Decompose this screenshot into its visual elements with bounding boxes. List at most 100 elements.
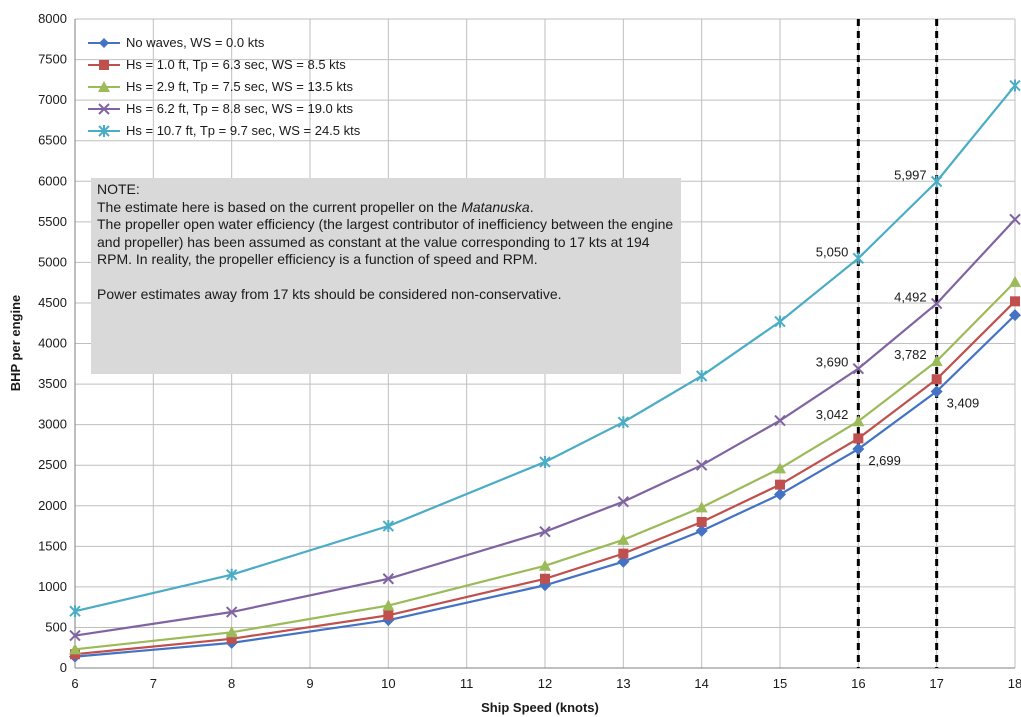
- y-tick-label: 4000: [38, 336, 67, 351]
- series-line-0: [74, 314, 1016, 658]
- data-point: [69, 605, 81, 618]
- y-tick-label: 1000: [38, 579, 67, 594]
- data-point: [774, 462, 786, 474]
- x-tick-label: 13: [616, 676, 630, 691]
- data-label: 3,409: [947, 395, 980, 410]
- legend-swatch-triangle-icon: [88, 81, 120, 92]
- note-box: NOTE: The estimate here is based on the …: [91, 178, 681, 374]
- data-point: [930, 175, 943, 188]
- data-label: 5,997: [894, 167, 927, 182]
- data-point: [539, 526, 551, 538]
- x-tick-label: 16: [851, 676, 865, 691]
- x-tick-label: 17: [929, 676, 943, 691]
- data-point: [930, 355, 943, 367]
- x-tick-label: 12: [538, 676, 552, 691]
- data-point: [852, 443, 865, 456]
- data-point: [1009, 79, 1021, 92]
- legend-item-hs-2-9: Hs = 2.9 ft, Tp = 7.5 sec, WS = 13.5 kts: [86, 76, 416, 98]
- data-point: [852, 252, 865, 265]
- data-point: [382, 599, 395, 611]
- y-tick-label: 4500: [38, 295, 67, 310]
- data-point: [774, 488, 786, 501]
- legend-swatch-diamond-icon: [88, 38, 120, 48]
- legend-label: Hs = 2.9 ft, Tp = 7.5 sec, WS = 13.5 kts: [126, 79, 354, 94]
- legend-label: Hs = 1.0 ft, Tp = 6.3 sec, WS = 8.5 kts: [126, 57, 346, 72]
- legend-item-hs-10-7: Hs = 10.7 ft, Tp = 9.7 sec, WS = 24.5 kt…: [86, 120, 416, 142]
- legend-swatch-square-icon: [88, 60, 120, 70]
- data-label: 4,492: [894, 290, 927, 305]
- data-label: 2,699: [868, 453, 901, 468]
- data-point: [774, 315, 786, 328]
- x-axis-label: Ship Speed (knots): [481, 700, 599, 715]
- data-point: [617, 533, 630, 545]
- series-line-2: [74, 281, 1016, 651]
- data-point: [696, 516, 707, 527]
- data-label: 5,050: [816, 244, 849, 259]
- series-group: [69, 79, 1021, 663]
- legend-swatch-star-icon: [88, 125, 120, 137]
- x-tick-label: 14: [694, 676, 708, 691]
- y-tick-label: 5000: [38, 254, 67, 269]
- data-point: [617, 495, 630, 508]
- note-ship-name: Matanuska: [461, 198, 530, 215]
- y-tick-label: 6000: [38, 173, 67, 188]
- x-tick-label: 6: [71, 676, 78, 691]
- data-point: [617, 555, 630, 568]
- data-point: [695, 369, 708, 382]
- x-tick-label: 8: [228, 676, 235, 691]
- y-tick-label: 500: [45, 619, 67, 634]
- data-point: [695, 501, 708, 513]
- data-point: [1010, 296, 1020, 307]
- legend-label: Hs = 10.7 ft, Tp = 9.7 sec, WS = 24.5 kt…: [126, 123, 361, 138]
- legend-item-hs-6-2: Hs = 6.2 ft, Tp = 8.8 sec, WS = 19.0 kts: [86, 98, 416, 120]
- x-tick-label: 9: [306, 676, 313, 691]
- note-line-1: The estimate here is based on the curren…: [97, 199, 675, 217]
- data-point: [225, 606, 238, 618]
- note-line-1-suffix: .: [529, 198, 534, 215]
- data-point: [540, 573, 550, 584]
- legend-item-hs-1-0: Hs = 1.0 ft, Tp = 6.3 sec, WS = 8.5 kts: [86, 54, 416, 76]
- x-tick-label: 18: [1008, 676, 1021, 691]
- y-tick-label: 6500: [38, 133, 67, 148]
- data-point: [226, 633, 237, 644]
- data-point: [1009, 309, 1021, 322]
- y-tick-label: 8000: [38, 11, 67, 26]
- y-tick-label: 2500: [38, 457, 67, 472]
- data-point: [774, 414, 786, 427]
- legend: No waves, WS = 0.0 kts Hs = 1.0 ft, Tp =…: [86, 32, 416, 142]
- data-point: [852, 362, 865, 375]
- series-line-4: [74, 84, 1016, 613]
- data-point: [1009, 275, 1021, 287]
- data-point: [775, 479, 785, 490]
- data-label: 3,042: [816, 407, 849, 422]
- data-point: [225, 568, 238, 581]
- data-point: [930, 297, 943, 310]
- y-tick-label: 1500: [38, 538, 67, 553]
- data-label: 3,690: [816, 355, 849, 370]
- y-tick-label: 5500: [38, 214, 67, 229]
- x-tick-label: 15: [773, 676, 787, 691]
- y-axis-label: BHP per engine: [8, 295, 23, 392]
- x-tick-label: 10: [381, 676, 395, 691]
- y-tick-label: 7500: [38, 52, 67, 67]
- series-line-3: [74, 218, 1016, 637]
- data-point: [618, 548, 629, 559]
- legend-label: No waves, WS = 0.0 kts: [126, 35, 265, 50]
- data-point: [225, 626, 238, 638]
- data-point: [852, 415, 865, 427]
- legend-swatch-x-icon: [88, 103, 120, 115]
- legend-label: Hs = 6.2 ft, Tp = 8.8 sec, WS = 19.0 kts: [126, 101, 354, 116]
- note-footer: Power estimates away from 17 kts should …: [97, 285, 562, 302]
- x-tick-label: 11: [460, 676, 474, 691]
- x-tick-label: 7: [150, 676, 157, 691]
- data-label: 3,782: [894, 347, 927, 362]
- data-point: [539, 455, 551, 468]
- series-line-1: [74, 300, 1016, 656]
- data-labels: 2,699 3,409 3,042 3,782 3,690 4,492 5,050 5,997: [816, 167, 979, 468]
- data-point: [617, 416, 630, 429]
- data-point: [930, 385, 943, 398]
- axes: 0 500 1000 1500 2000 2500 3000 3500 4000 4500 5000…: [38, 11, 1021, 691]
- data-point: [695, 459, 708, 471]
- y-tick-label: 3500: [38, 376, 67, 391]
- y-tick-label: 0: [60, 660, 67, 675]
